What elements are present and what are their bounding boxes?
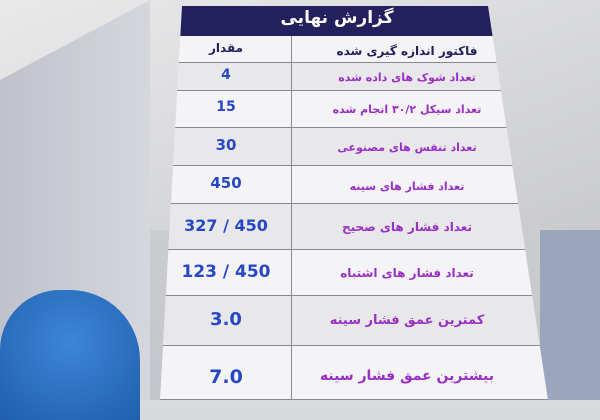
row-value: 7.0: [209, 366, 243, 388]
table-row: 123 / 450 تعداد فشار های اشتباه: [160, 250, 548, 296]
row-label: تعداد فشار های اشتباه: [340, 266, 474, 280]
table-row: 3.0 کمترین عمق فشار سینه: [160, 296, 548, 346]
table-header: مقدار فاکتور اندازه گیری شده: [160, 36, 548, 63]
row-value: 15: [216, 99, 236, 115]
column-divider: [291, 36, 292, 400]
panel-title: گزارش نهایی: [280, 8, 394, 28]
row-label: تعداد سیکل ۳۰/۲ انجام شده: [332, 103, 482, 116]
header-factor: فاکتور اندازه گیری شده: [336, 44, 478, 58]
row-value: 450: [210, 174, 242, 192]
final-report-panel: گزارش نهایی مقدار فاکتور اندازه گیری شده…: [160, 6, 548, 400]
table-row: 4 تعداد شوک های داده شده: [160, 63, 548, 91]
table-row: 15 تعداد سیکل ۳۰/۲ انجام شده: [160, 91, 548, 128]
row-value: 30: [215, 136, 237, 154]
row-label: تعداد فشار های سینه: [349, 180, 465, 193]
avatar-figure: [0, 290, 140, 420]
row-label: کمترین عمق فشار سینه: [329, 313, 485, 328]
table-row: 327 / 450 تعداد فشار های صحیح: [160, 204, 548, 250]
row-value: 4: [221, 67, 231, 83]
table-row: 30 تعداد تنفس های مصنوعی: [160, 128, 548, 166]
door: [540, 230, 600, 400]
header-value: مقدار: [208, 41, 244, 55]
row-value: 327 / 450: [184, 216, 268, 235]
row-label: تعداد تنفس های مصنوعی: [337, 141, 477, 154]
row-label: تعداد شوک های داده شده: [338, 71, 476, 84]
row-value: 3.0: [210, 309, 242, 330]
table-row: 450 تعداد فشار های سینه: [160, 166, 548, 204]
row-value: 123 / 450: [181, 262, 271, 282]
row-label: تعداد فشار های صحیح: [341, 220, 473, 234]
title-bar: گزارش نهایی: [160, 6, 548, 36]
row-label: بیشترین عمق فشار سینه: [319, 368, 495, 384]
